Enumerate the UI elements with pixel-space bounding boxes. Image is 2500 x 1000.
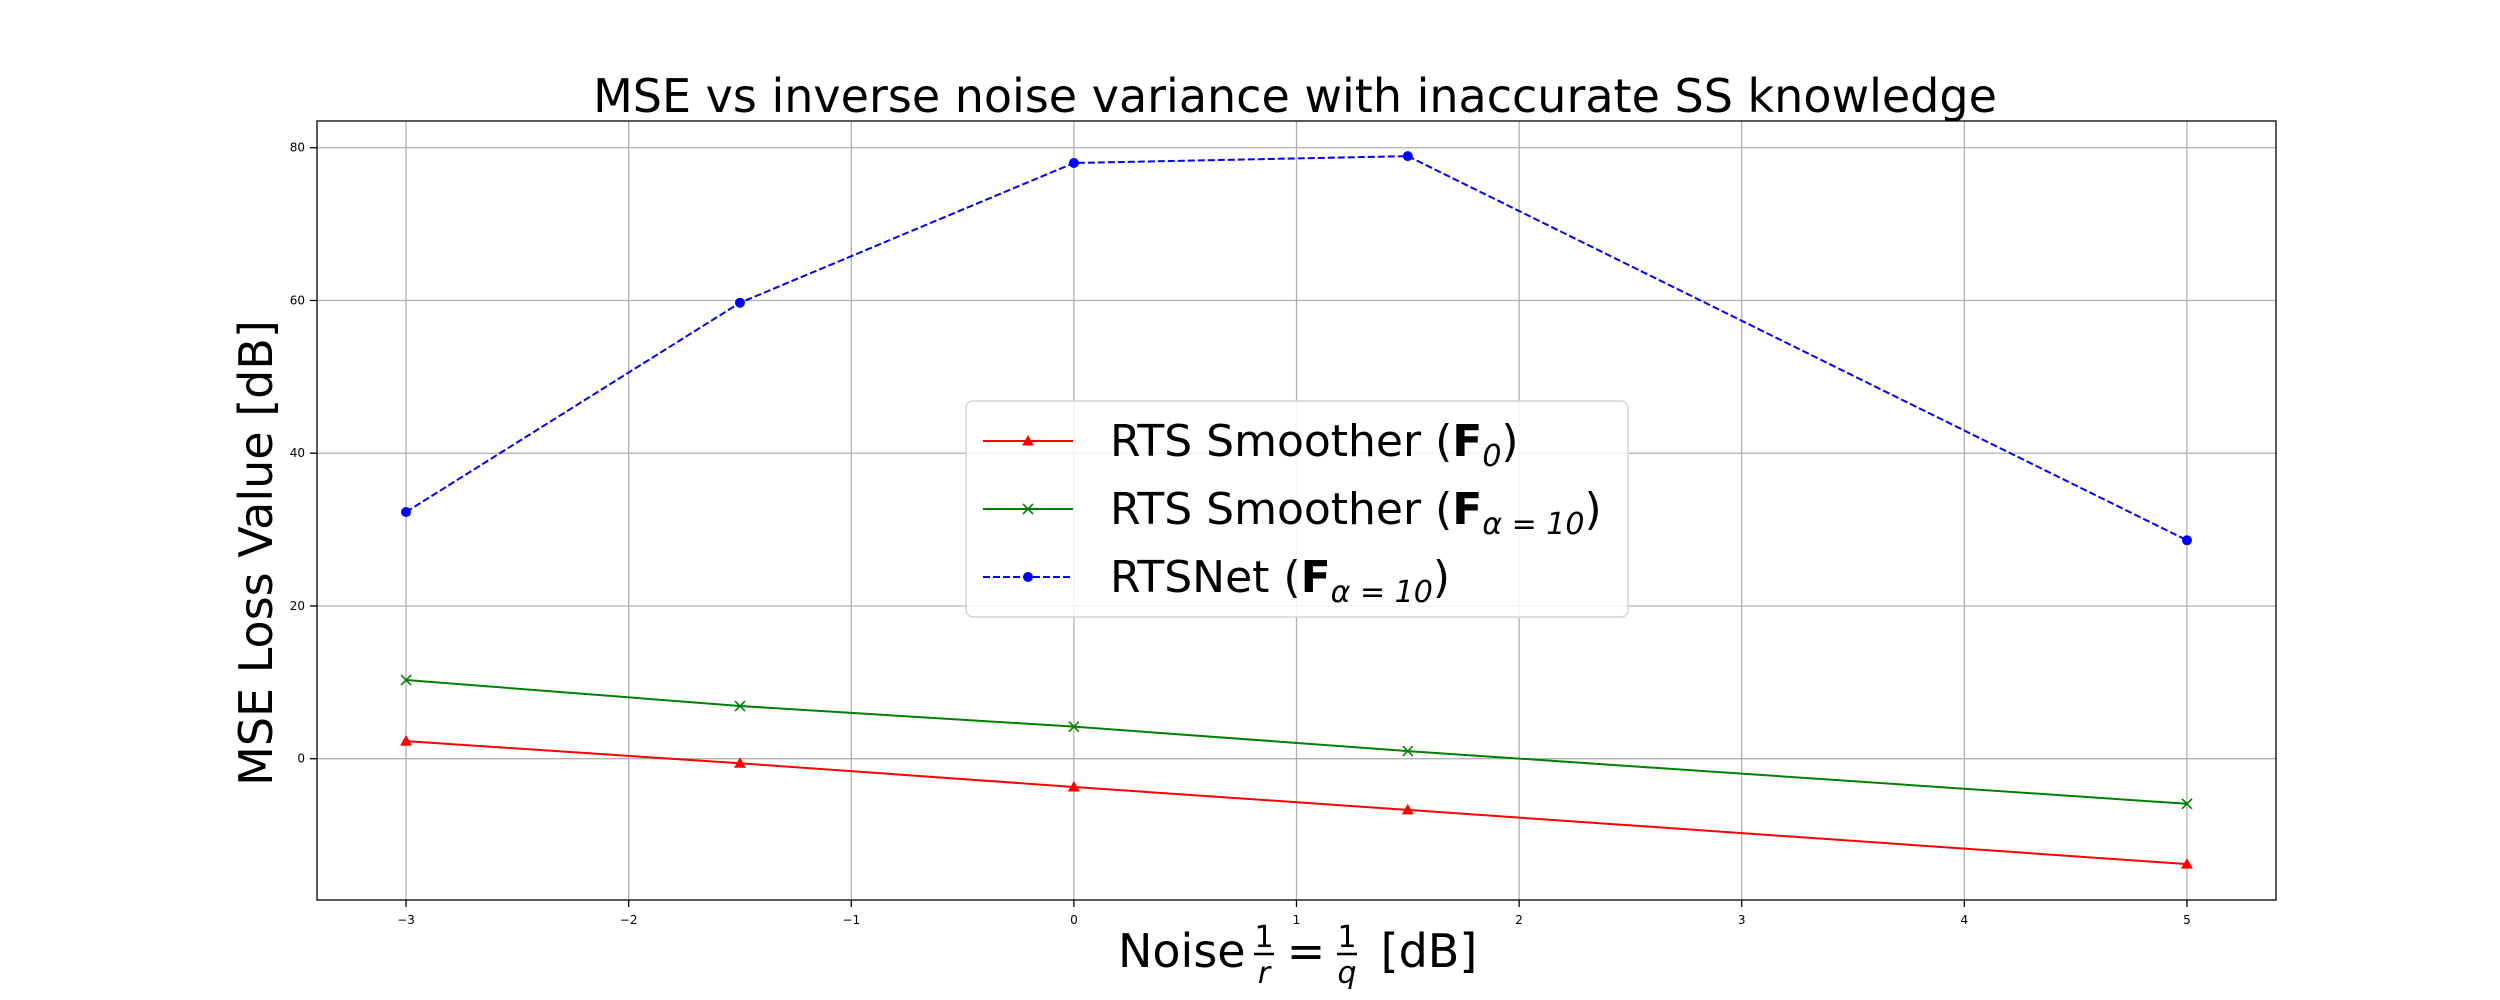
x-tick-label: 3	[1738, 913, 1746, 927]
legend-label: RTSNet (Fα = 10)	[1110, 552, 1450, 610]
x-axis-equals: =	[1287, 924, 1326, 978]
data-point	[1402, 745, 1414, 757]
y-tick-label: 0	[297, 752, 305, 766]
data-point	[400, 674, 412, 686]
data-point	[1401, 803, 1414, 815]
x-axis-label-suffix: [dB]	[1366, 924, 1477, 978]
data-point	[401, 507, 412, 518]
y-tick-label: 80	[290, 141, 305, 155]
data-point	[734, 700, 746, 712]
x-tick-label: 5	[2183, 913, 2191, 927]
data-point	[1067, 780, 1080, 792]
legend-marker	[1022, 435, 1034, 446]
legend-entry: RTS Smoother (Fα = 10)	[983, 484, 1602, 542]
x-tick-label: 0	[1070, 913, 1078, 927]
data-point	[733, 757, 746, 768]
data-point	[734, 297, 745, 308]
legend-marker	[1023, 572, 1033, 582]
x-axis-frac2-den: q	[1337, 956, 1356, 991]
series-1	[400, 674, 2193, 810]
x-axis-frac1-den: r	[1258, 956, 1272, 991]
x-tick-label: 2	[1515, 913, 1523, 927]
x-axis-label-prefix: Noise	[1118, 924, 1260, 978]
y-tick-label: 60	[290, 293, 305, 307]
series-group	[400, 151, 2193, 869]
ticks: −3 −2 −1 0 1 2 3 4 5 0 20 40 60 80	[290, 141, 2191, 927]
legend-label: RTS Smoother (F0)	[1110, 416, 1519, 474]
series-0	[400, 735, 2193, 869]
data-point	[1402, 151, 1413, 162]
legend-label: RTS Smoother (Fα = 10)	[1110, 484, 1602, 542]
data-point	[1068, 158, 1079, 169]
x-axis-frac2-num: 1	[1337, 920, 1356, 955]
data-point	[400, 735, 413, 746]
chart-title: MSE vs inverse noise variance with inacc…	[593, 69, 1997, 123]
data-point	[1068, 721, 1080, 733]
legend-marker	[1022, 503, 1034, 515]
x-tick-label: −1	[842, 913, 860, 927]
x-axis-frac1-num: 1	[1254, 920, 1273, 955]
legend-entry: RTS Smoother (F0)	[983, 416, 1519, 474]
y-axis-label: MSE Loss Value [dB]	[229, 320, 283, 786]
series-2	[401, 151, 2192, 546]
y-tick-label: 20	[290, 599, 305, 613]
x-tick-label: −2	[620, 913, 638, 927]
x-tick-label: 1	[1293, 913, 1301, 927]
y-tick-label: 40	[290, 446, 305, 460]
legend-box	[965, 400, 1629, 618]
legend-entry: RTSNet (Fα = 10)	[983, 552, 1450, 610]
legend: RTS Smoother (F0) RTS Smoother (Fα = 10) R…	[965, 400, 1629, 618]
x-tick-label: 4	[1961, 913, 1969, 927]
x-tick-label: −3	[397, 913, 415, 927]
data-point	[2181, 798, 2193, 810]
data-point	[2181, 535, 2192, 546]
data-point	[2180, 858, 2193, 869]
x-axis-label: Noise 1 r = 1 q [dB]	[1118, 920, 1477, 991]
